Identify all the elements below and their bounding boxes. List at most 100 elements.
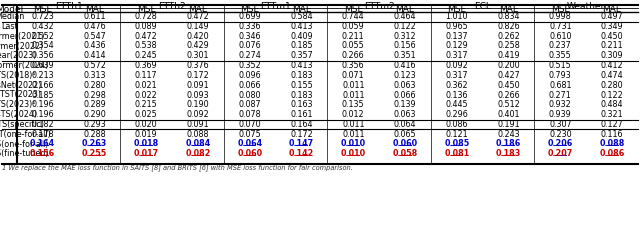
Text: Autoformer(2021): Autoformer(2021) [0, 32, 45, 41]
Text: 0.196: 0.196 [31, 110, 54, 119]
Text: 0.164: 0.164 [30, 140, 55, 148]
Text: 0.352: 0.352 [238, 61, 261, 70]
Text: 0.793: 0.793 [549, 71, 572, 80]
Text: MSE: MSE [551, 5, 570, 14]
Text: 0.020: 0.020 [135, 120, 157, 129]
Text: 0.472: 0.472 [187, 12, 209, 21]
Text: 0.450: 0.450 [601, 32, 623, 41]
Text: 0.117: 0.117 [135, 71, 157, 80]
Text: 0.088: 0.088 [187, 130, 209, 139]
Text: 0.063: 0.063 [394, 81, 416, 90]
Text: 0.139: 0.139 [394, 100, 417, 109]
Text: 0.512: 0.512 [497, 100, 520, 109]
Text: 0.155: 0.155 [290, 81, 313, 90]
Text: 0.149: 0.149 [187, 22, 209, 31]
Text: 0.116: 0.116 [601, 130, 623, 139]
Text: 0.723: 0.723 [31, 12, 54, 21]
Text: MSE: MSE [447, 5, 467, 14]
Text: BRITS(2018)¹: BRITS(2018)¹ [0, 71, 36, 80]
Text: 0.321: 0.321 [601, 110, 623, 119]
Text: 0.355: 0.355 [549, 51, 572, 60]
Text: 0.307: 0.307 [549, 120, 572, 129]
Text: 0.091: 0.091 [187, 120, 209, 129]
Text: 0.351: 0.351 [394, 51, 417, 60]
Text: 0.474: 0.474 [601, 71, 623, 80]
Text: 0.127: 0.127 [601, 120, 623, 129]
Text: 0.137: 0.137 [445, 32, 468, 41]
Text: 0.610: 0.610 [549, 32, 572, 41]
Text: 0.932: 0.932 [549, 100, 572, 109]
Text: 0.071: 0.071 [342, 71, 365, 80]
Text: 0.164: 0.164 [291, 120, 313, 129]
Text: PatchTST(2023): PatchTST(2023) [0, 90, 41, 99]
Text: 0.185: 0.185 [31, 90, 54, 99]
Text: ETTm1: ETTm1 [260, 2, 291, 11]
Text: 0.063: 0.063 [394, 110, 416, 119]
Text: 0.296: 0.296 [445, 110, 468, 119]
Text: 0.136: 0.136 [445, 90, 468, 99]
Text: 0.092: 0.092 [187, 110, 209, 119]
Text: 0.055: 0.055 [342, 41, 365, 50]
Text: 0.011: 0.011 [342, 120, 365, 129]
Text: MSE: MSE [137, 5, 156, 14]
Text: MAE: MAE [188, 5, 208, 14]
Text: 0.497: 0.497 [601, 12, 623, 21]
Text: 0.266: 0.266 [497, 90, 520, 99]
Text: 0.744: 0.744 [342, 12, 365, 21]
Text: 0.147: 0.147 [289, 140, 314, 148]
Text: 0.266: 0.266 [342, 51, 365, 60]
Text: 0.190: 0.190 [187, 100, 209, 109]
Text: 0.086: 0.086 [600, 149, 625, 158]
Text: 0.356: 0.356 [31, 51, 54, 60]
Text: 0.123: 0.123 [394, 71, 417, 80]
Text: 0.552: 0.552 [31, 32, 54, 41]
Text: 0.186: 0.186 [496, 140, 521, 148]
Text: 0.060: 0.060 [237, 149, 262, 158]
Text: 0.312: 0.312 [394, 32, 417, 41]
Text: 0.183: 0.183 [291, 90, 313, 99]
Text: MAE: MAE [84, 5, 104, 14]
Text: 0.346: 0.346 [239, 32, 261, 41]
Text: 0.200: 0.200 [497, 61, 520, 70]
Text: 0.414: 0.414 [83, 51, 106, 60]
Text: ECL: ECL [474, 2, 491, 11]
Text: 0.025: 0.025 [135, 110, 157, 119]
Text: 0.288: 0.288 [83, 130, 106, 139]
Text: MSE: MSE [33, 5, 52, 14]
Text: 0.639: 0.639 [31, 61, 54, 70]
Text: 0.084: 0.084 [186, 140, 211, 148]
Text: 0.093: 0.093 [187, 90, 209, 99]
Text: 0.096: 0.096 [239, 71, 261, 80]
Text: 0.086: 0.086 [445, 120, 468, 129]
Text: 0.271: 0.271 [549, 90, 572, 99]
Text: 0.349: 0.349 [601, 22, 623, 31]
Text: MSE: MSE [240, 5, 259, 14]
Text: 0.611: 0.611 [83, 12, 106, 21]
Text: 0.369: 0.369 [135, 61, 157, 70]
Text: Weather: Weather [567, 2, 605, 11]
Text: 0.142: 0.142 [289, 149, 314, 158]
Text: 0.309: 0.309 [601, 51, 623, 60]
Text: 0.018: 0.018 [134, 140, 159, 148]
Text: 0.834: 0.834 [497, 12, 520, 21]
Text: 0.237: 0.237 [549, 41, 572, 50]
Text: 0.317: 0.317 [445, 71, 468, 80]
Text: 0.092: 0.092 [445, 61, 468, 70]
Text: 0.290: 0.290 [83, 110, 106, 119]
Text: 0.336: 0.336 [239, 22, 261, 31]
Text: 0.280: 0.280 [83, 81, 106, 90]
Text: 0.191: 0.191 [497, 120, 520, 129]
Text: 0.161: 0.161 [291, 110, 313, 119]
Text: MAE: MAE [292, 5, 311, 14]
Text: 0.681: 0.681 [549, 81, 572, 90]
Text: 0.356: 0.356 [342, 61, 365, 70]
Text: 0.075: 0.075 [238, 130, 261, 139]
Text: 0.301: 0.301 [187, 51, 209, 60]
Text: 0.178: 0.178 [31, 130, 54, 139]
Text: 0.058: 0.058 [392, 149, 418, 158]
Text: 0.413: 0.413 [291, 22, 313, 31]
Text: 0.085: 0.085 [444, 140, 470, 148]
Text: 0.122: 0.122 [601, 90, 623, 99]
Text: 0.163: 0.163 [291, 100, 313, 109]
Text: Dlinear(2023): Dlinear(2023) [0, 51, 37, 60]
